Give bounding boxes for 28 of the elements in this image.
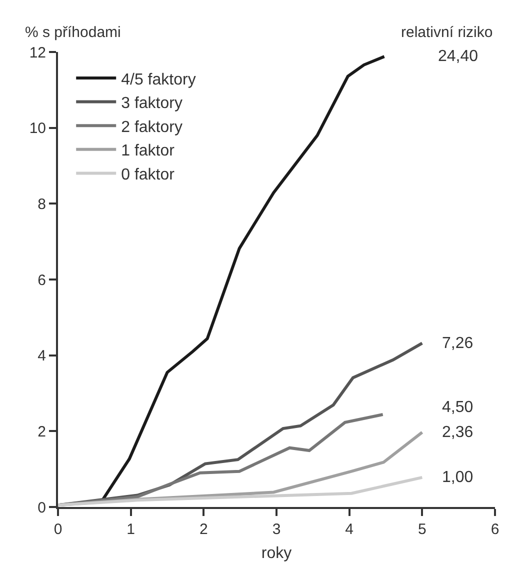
x-tick-label: 2 <box>200 521 208 538</box>
y-tick-label: 6 <box>38 272 46 289</box>
legend-label: 2 faktory <box>121 118 182 136</box>
text: relativní riziko <box>401 24 493 41</box>
y-tick-label: 10 <box>29 120 46 138</box>
legend-label: 4/5 faktory <box>121 71 196 88</box>
annotation: 1,00 <box>442 469 474 486</box>
y-tick-label: 12 <box>29 44 46 62</box>
legend-label: 1 faktor <box>121 142 176 160</box>
x-tick-label: 4 <box>345 521 354 538</box>
legend-label: 0 faktor <box>121 166 176 184</box>
legend-label: 3 faktory <box>121 95 182 112</box>
x-tick-label: 6 <box>490 521 500 538</box>
annotation: 4,50 <box>442 399 474 416</box>
x-tick-label: 3 <box>272 521 281 538</box>
y-tick-label: 4 <box>38 348 46 365</box>
y-tick-label: 2 <box>38 423 46 440</box>
y-tick-label: 8 <box>38 196 46 213</box>
x-tick-label: 1 <box>126 521 135 538</box>
x-axis-title: roky <box>261 545 292 562</box>
y-axis-title: % s příhodami <box>25 24 121 41</box>
line-series <box>58 476 424 507</box>
annotation: 2,36 <box>442 424 474 441</box>
y-tick-label: 0 <box>38 499 46 516</box>
x-tick-label: 5 <box>418 521 426 538</box>
annotation: 7,26 <box>442 335 474 352</box>
annotation: 24,40 <box>438 48 478 65</box>
x-tick-label: 0 <box>54 521 62 538</box>
